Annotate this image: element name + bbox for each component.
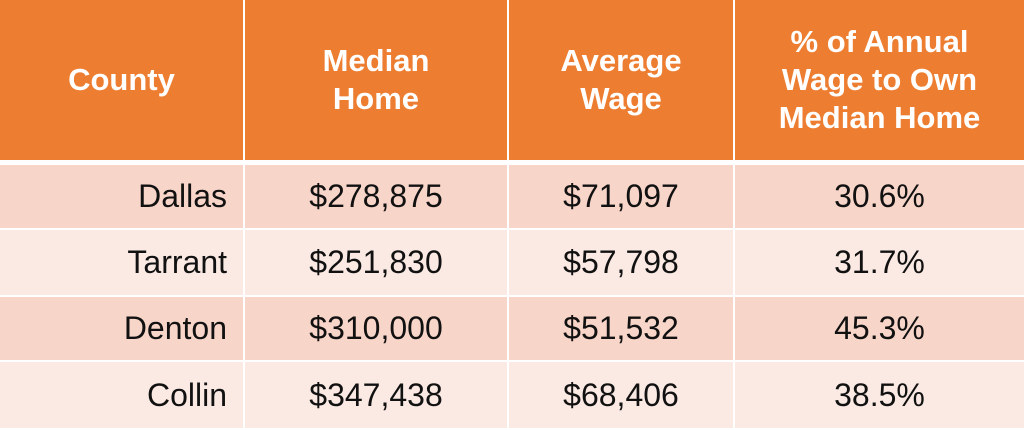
header-cell: County xyxy=(0,0,243,160)
table-cell: 31.7% xyxy=(735,230,1024,295)
cell-text: Denton xyxy=(123,310,227,346)
header-cell: % of Annual Wage to Own Median Home xyxy=(735,0,1024,160)
table-cell: Dallas xyxy=(0,165,243,228)
cell-text: $51,532 xyxy=(563,310,679,346)
cell-text: 38.5% xyxy=(834,376,925,413)
header-text: Home xyxy=(332,81,420,116)
cell-text: $68,406 xyxy=(563,376,679,413)
table-cell: $51,532 xyxy=(509,297,733,360)
cell-text: $57,798 xyxy=(563,244,679,280)
table-cell: 30.6% xyxy=(735,165,1024,228)
cell-text: Tarrant xyxy=(127,244,227,280)
cell-text: Collin xyxy=(146,376,227,413)
header-cell: Average Wage xyxy=(509,0,733,160)
table-cell: $57,798 xyxy=(509,230,733,295)
cell-text: 45.3% xyxy=(834,310,925,346)
table-cell: $278,875 xyxy=(245,165,507,228)
cell-text: Dallas xyxy=(138,178,227,214)
cell-text: $310,000 xyxy=(309,310,443,346)
header-text: Median xyxy=(322,43,430,78)
header-text: Wage xyxy=(580,81,662,116)
table-cell: $251,830 xyxy=(245,230,507,295)
table-cell: 45.3% xyxy=(735,297,1024,360)
cell-text: 30.6% xyxy=(834,178,925,214)
header-text: County xyxy=(68,62,175,97)
table-cell: Collin xyxy=(0,362,243,428)
cell-text: $347,438 xyxy=(309,376,443,413)
cell-text: $251,830 xyxy=(309,244,443,280)
cell-text: 31.7% xyxy=(834,244,925,280)
header-text: Average xyxy=(560,43,682,78)
header-text: % of Annual xyxy=(790,24,969,59)
table-cell: $310,000 xyxy=(245,297,507,360)
table-cell: $68,406 xyxy=(509,362,733,428)
header-text: Median Home xyxy=(778,100,981,135)
table-cell: $347,438 xyxy=(245,362,507,428)
table-cell: 38.5% xyxy=(735,362,1024,428)
table-cell: Denton xyxy=(0,297,243,360)
header-cell: Median Home xyxy=(245,0,507,160)
table-cell: Tarrant xyxy=(0,230,243,295)
header-text: Wage to Own xyxy=(781,62,978,97)
table-cell: $71,097 xyxy=(509,165,733,228)
cell-text: $278,875 xyxy=(309,178,443,214)
cell-text: $71,097 xyxy=(563,178,679,214)
